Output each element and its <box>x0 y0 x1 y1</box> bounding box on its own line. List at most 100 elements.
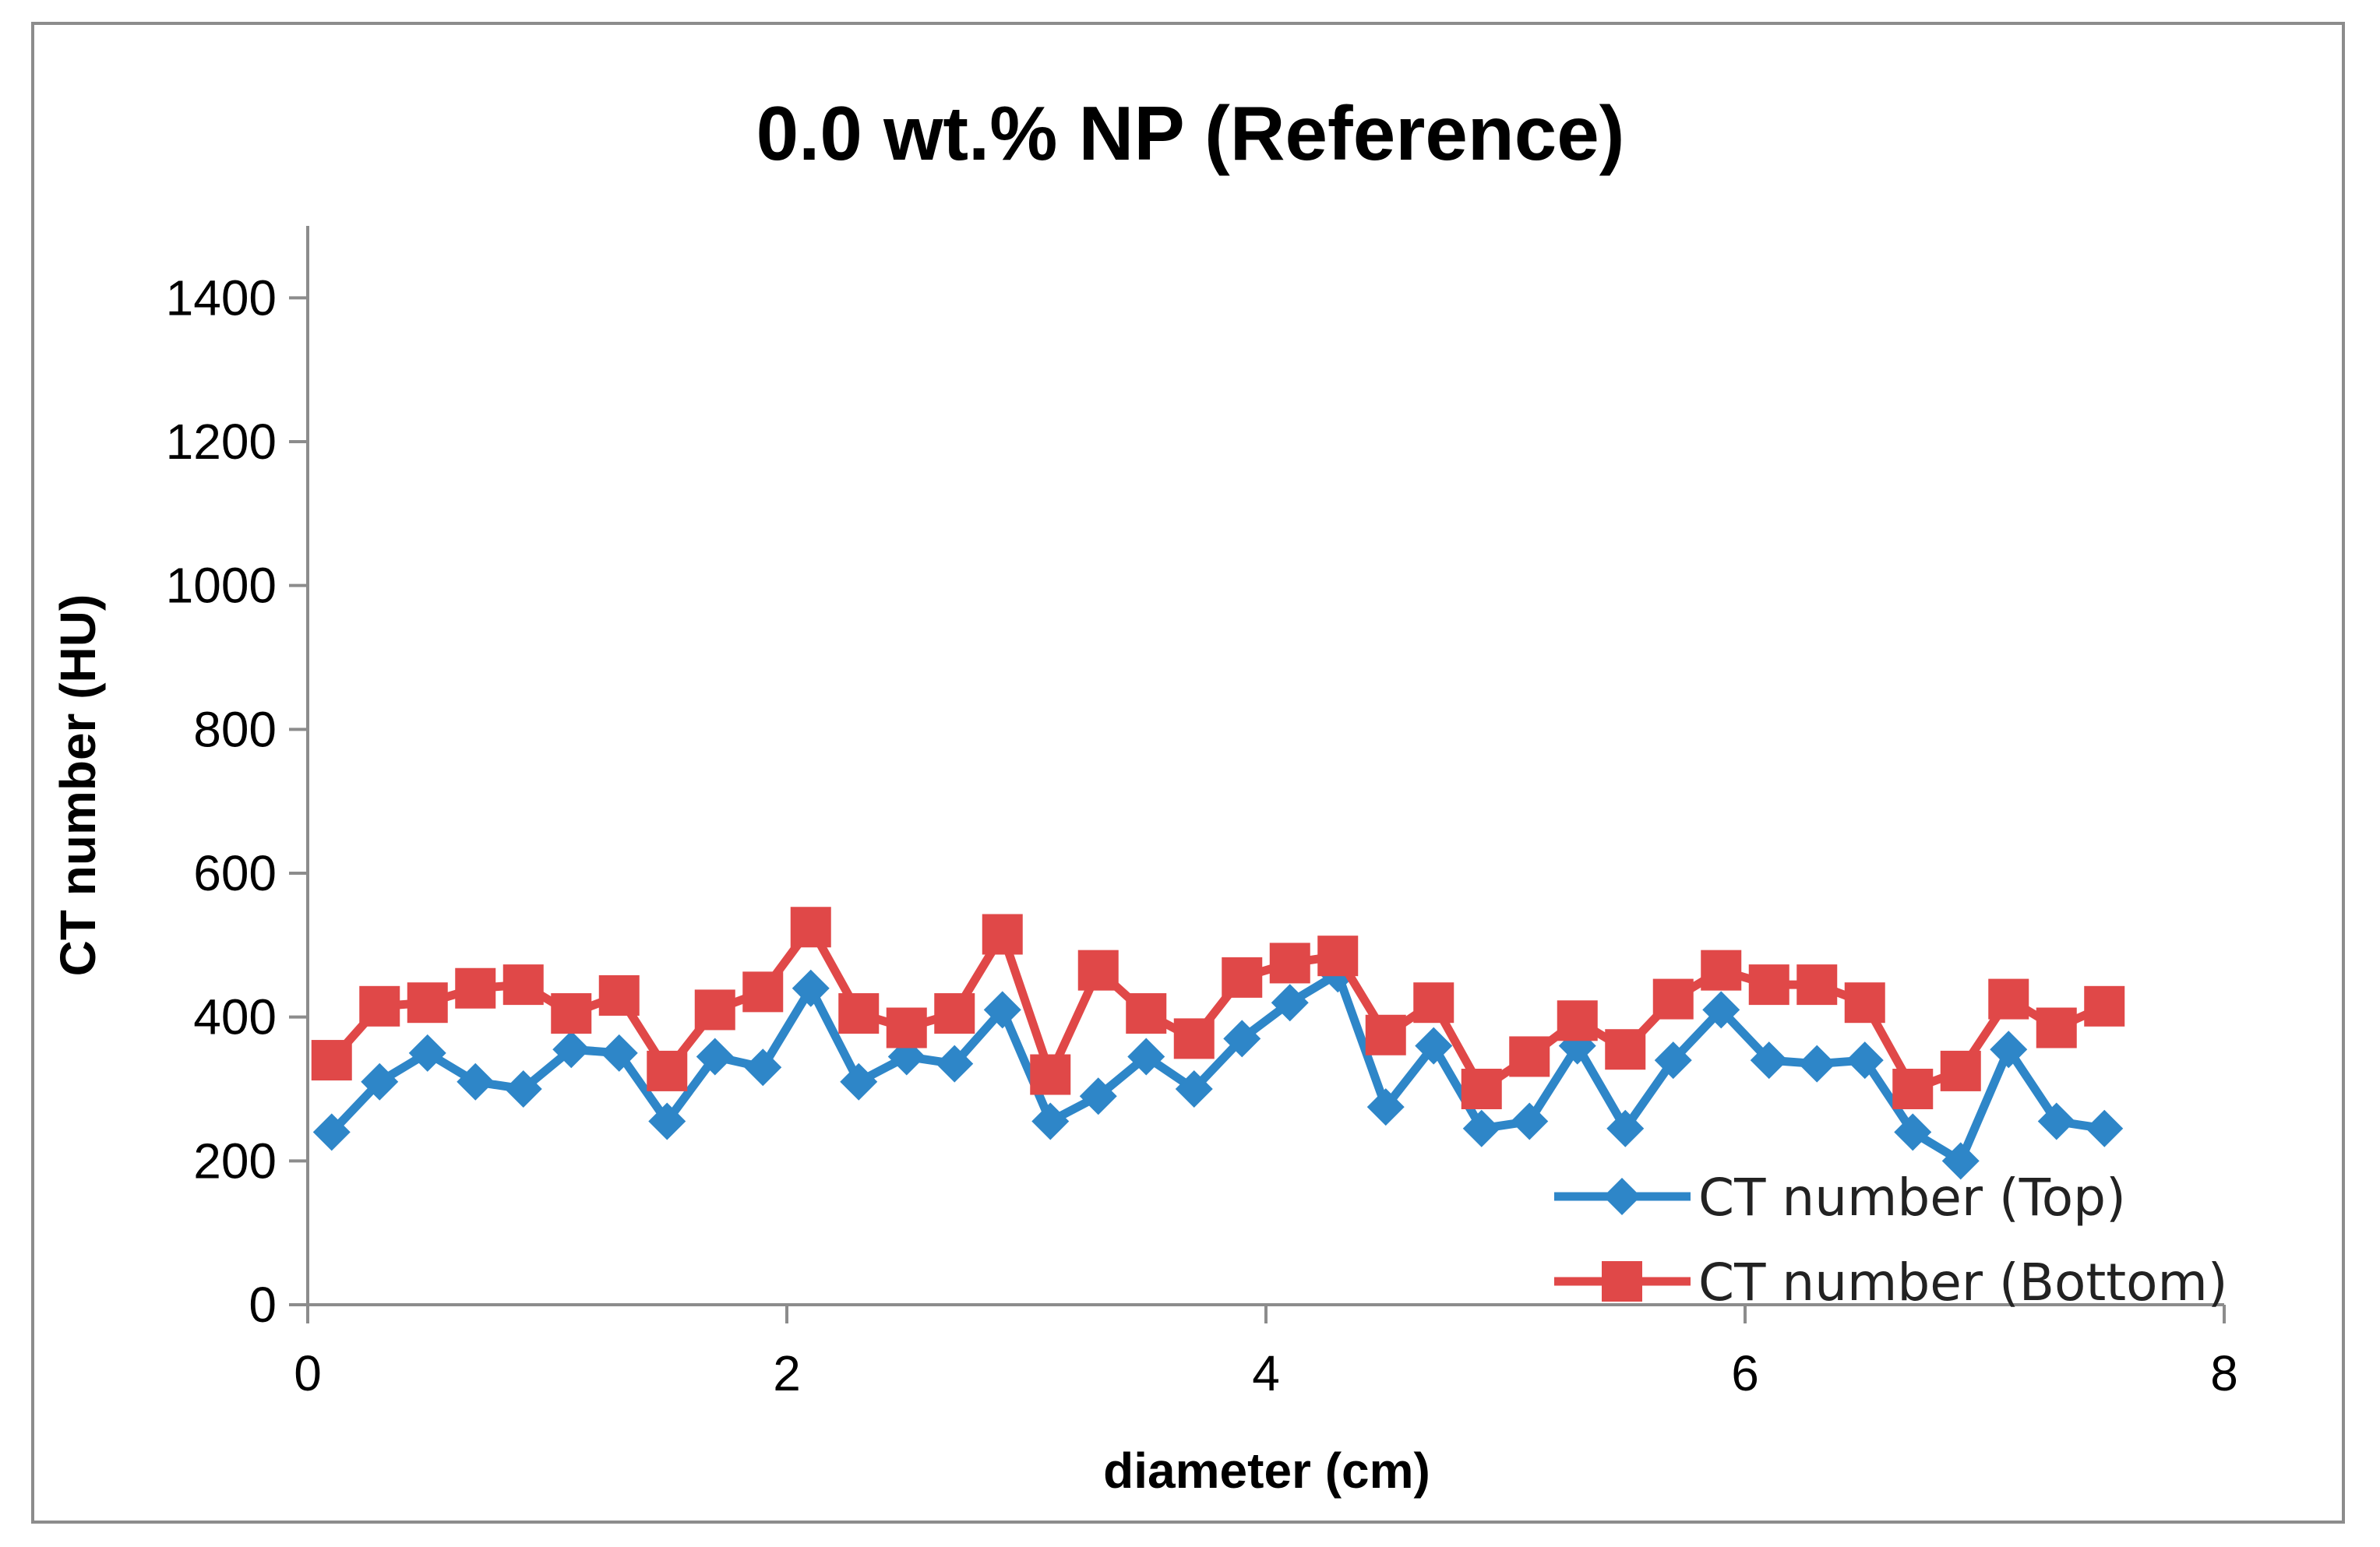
data-point-top <box>936 1045 974 1083</box>
data-point-bottom <box>1461 1069 1502 1109</box>
series-top <box>312 955 2124 1180</box>
data-point-bottom <box>934 993 975 1034</box>
data-point-bottom <box>1030 1054 1071 1095</box>
data-point-top <box>1079 1077 1117 1115</box>
data-point-top <box>1606 1109 1645 1147</box>
legend-marker <box>1602 1261 1642 1302</box>
data-point-bottom <box>1940 1050 1981 1091</box>
data-point-bottom <box>886 1007 927 1048</box>
y-tick-label: 1000 <box>166 558 277 614</box>
data-point-top <box>1271 984 1309 1022</box>
data-point-bottom <box>2036 1007 2077 1048</box>
chart-frame <box>31 22 2345 1524</box>
legend-marker <box>1603 1178 1641 1215</box>
data-point-top <box>1223 1020 1261 1058</box>
data-point-top <box>983 991 1021 1029</box>
data-point-bottom <box>1605 1029 1646 1070</box>
data-point-top <box>1990 1031 2028 1069</box>
data-point-top <box>1366 1088 1405 1126</box>
data-point-bottom <box>1077 950 1119 991</box>
x-axis: 0 2 4 6 8 <box>294 1303 2238 1401</box>
x-tick-label: 4 <box>1252 1345 1280 1401</box>
data-point-top <box>1846 1041 1884 1080</box>
data-point-bottom <box>1317 936 1359 977</box>
data-point-bottom <box>502 964 544 1006</box>
data-point-bottom <box>1413 982 1454 1024</box>
x-tick-label: 2 <box>773 1345 801 1401</box>
y-tick-label: 1400 <box>166 270 277 326</box>
data-point-bottom <box>982 914 1023 955</box>
data-point-bottom <box>1844 982 1885 1024</box>
y-tick-label: 600 <box>193 845 277 901</box>
data-point-bottom <box>1509 1036 1550 1077</box>
data-point-bottom <box>551 993 592 1034</box>
data-point-top <box>1511 1102 1549 1140</box>
legend-label: CT number (Bottom) <box>1698 1253 2228 1313</box>
data-point-bottom <box>1557 1000 1598 1041</box>
y-tick-label: 200 <box>193 1133 277 1189</box>
legend: CT number (Top) CT number (Bottom) <box>1554 1168 2228 1313</box>
data-point-bottom <box>1269 943 1310 984</box>
data-point-top <box>312 1113 351 1151</box>
data-point-top <box>696 1038 734 1076</box>
data-point-bottom <box>1222 957 1263 998</box>
y-tick-label: 400 <box>193 989 277 1045</box>
data-point-top <box>504 1070 542 1108</box>
data-point-bottom <box>1126 993 1167 1034</box>
data-point-bottom <box>1796 964 1838 1006</box>
data-point-top <box>600 1034 638 1072</box>
data-point-top <box>648 1102 686 1140</box>
data-point-bottom <box>1652 978 1694 1020</box>
data-point-bottom <box>742 971 784 1013</box>
data-point-top <box>1127 1038 1165 1076</box>
data-point-top <box>457 1062 495 1101</box>
data-point-bottom <box>1988 978 2029 1020</box>
legend-entry-top: CT number (Top) <box>1554 1168 2126 1228</box>
data-point-bottom <box>838 993 880 1034</box>
data-point-top <box>840 1062 878 1101</box>
data-point-top <box>1941 1142 1980 1180</box>
x-axis-label: diameter (cm) <box>1103 1443 1430 1499</box>
data-point-bottom <box>598 974 640 1016</box>
data-point-top <box>1654 1041 1692 1080</box>
data-point-top <box>361 1062 399 1101</box>
data-point-top <box>1702 991 1740 1029</box>
data-point-top <box>1462 1109 1500 1147</box>
data-point-bottom <box>359 985 400 1027</box>
chart-title: 0.0 wt.% NP (Reference) <box>756 90 1625 176</box>
data-point-bottom <box>311 1040 352 1081</box>
data-point-top <box>744 1048 782 1087</box>
y-tick-label: 800 <box>193 701 277 757</box>
data-point-top <box>1175 1070 1213 1108</box>
data-point-bottom <box>407 982 448 1024</box>
data-point-top <box>408 1034 446 1072</box>
data-point-top <box>2037 1102 2075 1140</box>
data-point-bottom <box>1748 964 1789 1006</box>
data-point-bottom <box>647 1050 688 1091</box>
data-point-top <box>2086 1109 2124 1147</box>
y-axis: 0 200 400 600 800 1000 1200 1400 <box>166 226 309 1333</box>
y-tick-label: 0 <box>249 1277 277 1333</box>
data-point-bottom <box>1365 1014 1406 1055</box>
series-bottom <box>311 907 2125 1109</box>
data-point-bottom <box>790 907 831 948</box>
legend-label: CT number (Top) <box>1698 1168 2126 1228</box>
data-point-top <box>792 969 830 1007</box>
x-tick-label: 8 <box>2210 1345 2238 1401</box>
data-point-top <box>552 1031 591 1069</box>
data-point-bottom <box>1701 950 1742 991</box>
x-tick-label: 0 <box>294 1345 322 1401</box>
x-tick-label: 6 <box>1731 1345 1759 1401</box>
data-point-bottom <box>694 989 735 1031</box>
data-point-top <box>1894 1113 1932 1151</box>
y-axis-label: CT number (HU) <box>50 594 106 977</box>
series-layer <box>311 907 2125 1180</box>
data-point-top <box>1031 1102 1070 1140</box>
data-point-bottom <box>2084 985 2125 1027</box>
data-point-top <box>1415 1027 1453 1065</box>
data-point-bottom <box>1173 1018 1215 1059</box>
data-point-bottom <box>1892 1069 1934 1109</box>
legend-entry-bottom: CT number (Bottom) <box>1554 1253 2228 1313</box>
data-point-top <box>1750 1041 1788 1080</box>
